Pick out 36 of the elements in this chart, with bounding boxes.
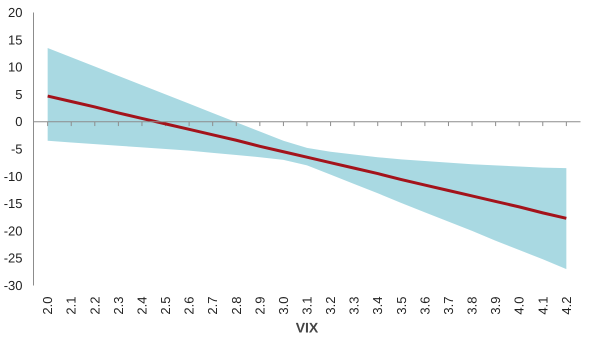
x-tick-label: 3.8 xyxy=(464,296,480,315)
x-tick-label: 4.2 xyxy=(558,296,574,315)
y-tick-label: -10 xyxy=(4,168,23,184)
x-tick-label: 2.6 xyxy=(182,296,197,315)
x-tick-label: 2.9 xyxy=(252,296,268,315)
x-tick-label: 3.6 xyxy=(417,296,432,315)
x-axis-title: VIX xyxy=(296,320,319,336)
y-tick-label: -30 xyxy=(4,278,23,293)
y-tick-label: -20 xyxy=(4,223,23,238)
x-tick-label: 4.1 xyxy=(535,296,550,315)
y-tick-label: -5 xyxy=(10,142,23,156)
y-tick-label: 15 xyxy=(8,32,23,48)
x-tick-label: 2.8 xyxy=(228,296,244,315)
x-tick-label: 2.0 xyxy=(40,296,56,315)
x-tick-label: 4.0 xyxy=(512,296,527,315)
x-tick-label: 3.0 xyxy=(276,296,291,315)
x-tick-label: 3.2 xyxy=(323,296,338,315)
x-tick-label: 2.3 xyxy=(110,296,126,315)
x-tick-label: 2.4 xyxy=(134,296,150,315)
x-tick-label: 3.3 xyxy=(346,296,362,315)
y-tick-label: -25 xyxy=(4,250,23,266)
x-tick-label: 2.7 xyxy=(205,296,220,315)
y-tick-label: 20 xyxy=(8,5,23,20)
x-tick-label: 2.2 xyxy=(87,296,102,315)
x-tick-label: 3.4 xyxy=(370,296,386,315)
x-tick-label: 2.5 xyxy=(158,296,174,315)
x-tick-label: 3.9 xyxy=(488,296,504,315)
y-tick-label: 0 xyxy=(15,114,23,130)
x-tick-label: 2.1 xyxy=(64,296,79,315)
y-tick-label: 10 xyxy=(8,60,23,75)
y-tick-label: -15 xyxy=(4,196,23,212)
y-tick-label: 5 xyxy=(15,86,23,102)
line-series xyxy=(46,94,568,220)
x-tick-label: 3.7 xyxy=(440,296,456,315)
x-tick-label: 3.1 xyxy=(300,296,314,315)
x-tick-label: 3.5 xyxy=(394,296,409,315)
